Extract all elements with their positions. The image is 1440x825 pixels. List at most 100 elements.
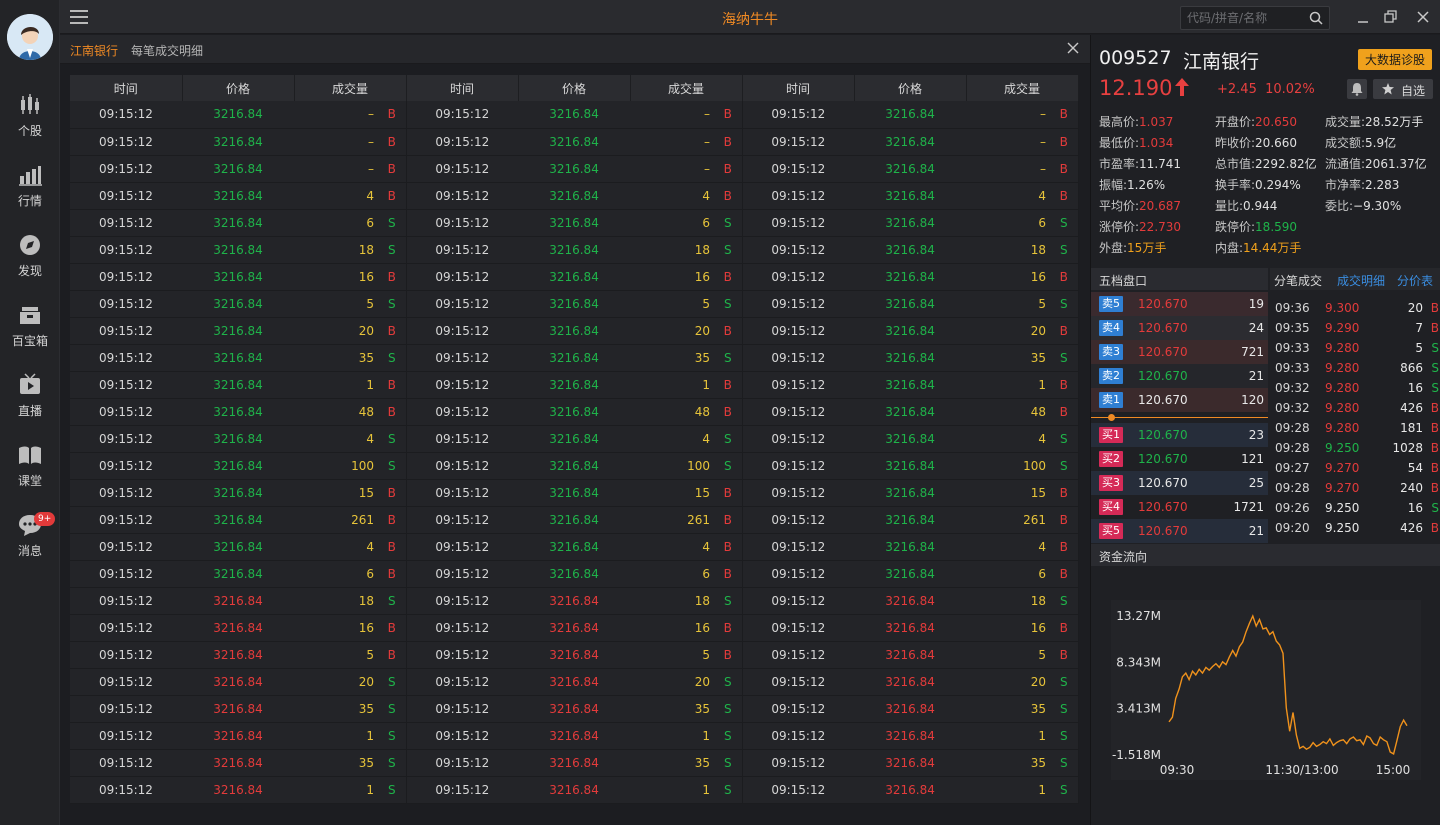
trade-time: 09:15:12: [406, 317, 519, 345]
bid-row[interactable]: 买4 120.670 1721: [1091, 495, 1268, 519]
table-row[interactable]: 09:15:12 3216.84 15 B 09:15:12 3216.84 15 B 09:1…: [70, 479, 1079, 507]
trade-volume: 16: [294, 614, 378, 642]
tab-stock-name[interactable]: 江南银行: [70, 44, 119, 58]
table-row[interactable]: 09:15:12 3216.84– B 09:15:12 3216.84– B 09:15:…: [70, 101, 1079, 129]
tick-row[interactable]: 09:28 9.250 1028 B: [1271, 438, 1440, 458]
nav-item-discover[interactable]: 发现: [0, 232, 60, 288]
nav-item-toolbox[interactable]: 百宝箱: [0, 302, 60, 358]
trade-side: B: [714, 506, 743, 534]
trade-time: 09:15:12: [70, 614, 182, 642]
close-icon[interactable]: [1414, 8, 1432, 26]
trade-volume: 4: [966, 425, 1051, 453]
trade-side: B: [378, 371, 407, 399]
nav-item-live[interactable]: 直播: [0, 372, 60, 428]
table-row[interactable]: 09:15:12 3216.84 20 B 09:15:12 3216.84 20 B 09:1…: [70, 317, 1079, 345]
big-data-diagnosis-button[interactable]: 大数据诊股: [1357, 49, 1432, 70]
search-box[interactable]: [1180, 6, 1330, 30]
avatar[interactable]: [7, 14, 53, 60]
trade-side: B: [714, 101, 743, 129]
bid-row[interactable]: 买5 120.670 21: [1091, 519, 1268, 543]
table-row[interactable]: 09:15:12 3216.84 6 B 09:15:12 3216.84 6 B 09:15:…: [70, 560, 1079, 588]
table-row[interactable]: 09:15:12 3216.84 16 B 09:15:12 3216.84 16 B 09:1…: [70, 263, 1079, 291]
table-row[interactable]: 09:15:12 3216.84 1 B 09:15:12 3216.84 1 B 09:15:…: [70, 371, 1079, 399]
trade-side: B: [714, 317, 743, 345]
tick-row[interactable]: 09:36 9.300 20 B: [1271, 298, 1440, 318]
table-row[interactable]: 09:15:12 3216.84 48 B 09:15:12 3216.84 48 B 09:1…: [70, 398, 1079, 426]
trade-price: 3216.84: [518, 695, 631, 723]
trade-time: 09:15:12: [742, 614, 855, 642]
nav-item-market[interactable]: 行情: [0, 162, 60, 218]
add-watchlist-button[interactable]: 自选: [1373, 79, 1433, 99]
tab-trade-detail[interactable]: 每笔成交明细: [131, 44, 204, 58]
order-book: 卖5 120.670 19 卖4 120.670 24 卖3 120.670 721 卖2 120.…: [1091, 292, 1268, 543]
ask-row[interactable]: 卖3 120.670 721: [1091, 340, 1268, 364]
table-row[interactable]: 09:15:12 3216.84 4 B 09:15:12 3216.84 4 B 09:15:…: [70, 182, 1079, 210]
table-row[interactable]: 09:15:12 3216.84 16 B 09:15:12 3216.84 16 B 09:1…: [70, 614, 1079, 642]
quote-stat: 最高价:1.037: [1099, 113, 1173, 130]
ask-row[interactable]: 卖1 120.670 120: [1091, 388, 1268, 412]
table-row[interactable]: 09:15:12 3216.84 35 S 09:15:12 3216.84 35 S 09:1…: [70, 344, 1079, 372]
alert-button[interactable]: [1347, 79, 1367, 99]
trade-time: 09:15:12: [406, 209, 519, 237]
table-row[interactable]: 09:15:12 3216.84 5 S 09:15:12 3216.84 5 S 09:15:…: [70, 290, 1079, 318]
tick-volume: 20: [1407, 301, 1423, 315]
table-row[interactable]: 09:15:12 3216.84 35 S 09:15:12 3216.84 35 S 09:1…: [70, 695, 1079, 723]
table-row[interactable]: 09:15:12 3216.84 18 S 09:15:12 3216.84 18 S 09:1…: [70, 587, 1079, 615]
tick-row[interactable]: 09:33 9.280 5 S: [1271, 338, 1440, 358]
tick-row[interactable]: 09:32 9.280 426 B: [1271, 398, 1440, 418]
table-row[interactable]: 09:15:12 3216.84 1 S 09:15:12 3216.84 1 S 09:15:…: [70, 776, 1079, 804]
tick-row[interactable]: 09:35 9.290 7 B: [1271, 318, 1440, 338]
table-row[interactable]: 09:15:12 3216.84 1 S 09:15:12 3216.84 1 S 09:15:…: [70, 722, 1079, 750]
nav-item-stock[interactable]: 个股: [0, 92, 60, 148]
hamburger-menu-icon[interactable]: [70, 10, 88, 24]
tab-price-table[interactable]: 分价表: [1397, 274, 1434, 288]
tick-row[interactable]: 09:26 9.250 16 S: [1271, 498, 1440, 518]
table-row[interactable]: 09:15:12 3216.84– B 09:15:12 3216.84– B 09:15:…: [70, 155, 1079, 183]
trade-side: S: [1050, 290, 1079, 318]
minimize-icon[interactable]: [1354, 8, 1372, 26]
table-row[interactable]: 09:15:12 3216.84 4 S 09:15:12 3216.84 4 S 09:15:…: [70, 425, 1079, 453]
tick-time: 09:26: [1275, 501, 1310, 515]
table-row[interactable]: 09:15:12 3216.84 18 S 09:15:12 3216.84 18 S 09:1…: [70, 236, 1079, 264]
search-icon[interactable]: [1309, 11, 1323, 25]
table-row[interactable]: 09:15:12 3216.84 5 B 09:15:12 3216.84 5 B 09:15:…: [70, 641, 1079, 669]
close-panel-icon[interactable]: [1066, 41, 1080, 55]
compass-icon: [20, 235, 40, 255]
tick-price: 9.280: [1325, 341, 1360, 355]
table-row[interactable]: 09:15:12 3216.84 6 S 09:15:12 3216.84 6 S 09:15:…: [70, 209, 1079, 237]
table-row[interactable]: 09:15:12 3216.84 261 B 09:15:12 3216.84 261 B 09…: [70, 506, 1079, 534]
table-row[interactable]: 09:15:12 3216.84 20 S 09:15:12 3216.84 20 S 09:1…: [70, 668, 1079, 696]
nav-item-messages[interactable]: 9+ 消息: [0, 512, 60, 568]
tick-row[interactable]: 09:28 9.280 181 B: [1271, 418, 1440, 438]
ask-row[interactable]: 卖2 120.670 21: [1091, 364, 1268, 388]
ask-row[interactable]: 卖5 120.670 19: [1091, 292, 1268, 316]
table-row[interactable]: 09:15:12 3216.84– B 09:15:12 3216.84– B 09:15:…: [70, 128, 1079, 156]
table-row[interactable]: 09:15:12 3216.84 100 S 09:15:12 3216.84 100 S 09…: [70, 452, 1079, 480]
tick-row[interactable]: 09:32 9.280 16 S: [1271, 378, 1440, 398]
ask-tag: 卖1: [1099, 392, 1123, 408]
tick-row[interactable]: 09:20 9.250 426 B: [1271, 518, 1440, 538]
restore-icon[interactable]: [1382, 8, 1400, 26]
order-price: 120.670: [1138, 452, 1188, 466]
nav-item-classroom[interactable]: 课堂: [0, 442, 60, 498]
stat-value: 1.034: [1139, 136, 1174, 150]
tick-price: 9.300: [1325, 301, 1360, 315]
search-input[interactable]: [1181, 7, 1301, 29]
tab-trade-list[interactable]: 成交明细: [1337, 274, 1386, 288]
tab-ticks[interactable]: 分笔成交: [1274, 274, 1323, 288]
tick-row[interactable]: 09:27 9.270 54 B: [1271, 458, 1440, 478]
bid-row[interactable]: 买3 120.670 25: [1091, 471, 1268, 495]
tick-row[interactable]: 09:33 9.280 866 S: [1271, 358, 1440, 378]
bid-row[interactable]: 买2 120.670 121: [1091, 447, 1268, 471]
table-row[interactable]: 09:15:12 3216.84 35 S 09:15:12 3216.84 35 S 09:1…: [70, 749, 1079, 777]
trade-side: S: [1050, 452, 1079, 480]
trade-volume: 1: [966, 371, 1051, 399]
trade-side: B: [378, 560, 407, 588]
table-row[interactable]: 09:15:12 3216.84 4 B 09:15:12 3216.84 4 B 09:15:…: [70, 533, 1079, 561]
tick-row[interactable]: 09:28 9.270 240 B: [1271, 478, 1440, 498]
trade-price: 3216.84: [854, 182, 967, 210]
trade-time: 09:15:12: [406, 155, 519, 183]
bid-row[interactable]: 买1 120.670 23: [1091, 423, 1268, 447]
ask-row[interactable]: 卖4 120.670 24: [1091, 316, 1268, 340]
stat-label: 总市值:: [1215, 157, 1256, 171]
